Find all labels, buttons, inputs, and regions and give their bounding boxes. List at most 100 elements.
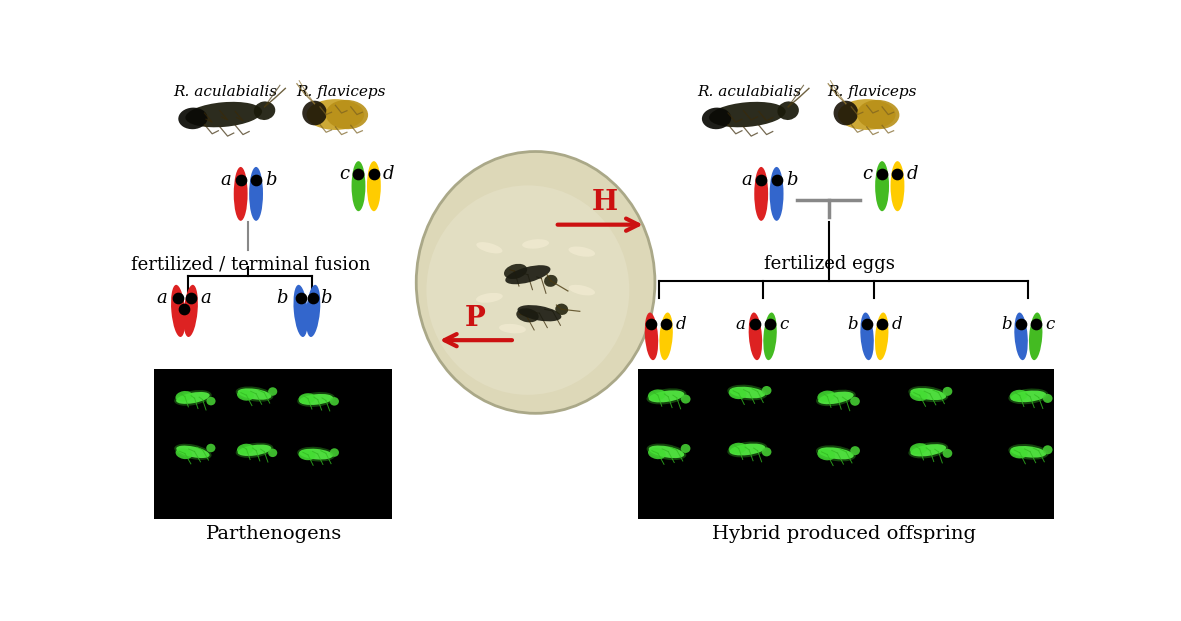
Ellipse shape: [875, 312, 888, 360]
Ellipse shape: [326, 100, 368, 129]
Ellipse shape: [818, 392, 854, 404]
Ellipse shape: [185, 102, 262, 127]
Ellipse shape: [727, 442, 768, 458]
Ellipse shape: [307, 99, 364, 130]
Ellipse shape: [1043, 445, 1052, 455]
Ellipse shape: [299, 449, 333, 460]
Ellipse shape: [329, 448, 339, 457]
Point: [175, 304, 194, 314]
Ellipse shape: [702, 107, 731, 129]
Point: [304, 293, 322, 303]
Point: [888, 169, 907, 179]
Point: [365, 169, 384, 179]
Ellipse shape: [709, 102, 785, 127]
Text: c: c: [862, 165, 873, 183]
Ellipse shape: [236, 443, 273, 458]
Ellipse shape: [234, 167, 248, 221]
Ellipse shape: [237, 443, 254, 455]
Ellipse shape: [850, 397, 860, 406]
Ellipse shape: [646, 388, 686, 404]
Ellipse shape: [659, 312, 673, 360]
Text: c: c: [339, 165, 350, 183]
Ellipse shape: [1014, 312, 1027, 360]
Ellipse shape: [207, 397, 216, 406]
Ellipse shape: [505, 265, 550, 284]
Ellipse shape: [817, 449, 835, 460]
Ellipse shape: [555, 304, 568, 315]
Ellipse shape: [817, 391, 835, 402]
Ellipse shape: [237, 388, 272, 400]
Point: [873, 169, 892, 179]
Text: R. flaviceps: R. flaviceps: [296, 84, 385, 99]
Ellipse shape: [890, 161, 905, 211]
Ellipse shape: [176, 391, 193, 402]
Ellipse shape: [729, 443, 746, 454]
Ellipse shape: [908, 386, 948, 402]
Text: a: a: [221, 171, 231, 189]
Ellipse shape: [176, 392, 210, 404]
Ellipse shape: [299, 394, 333, 405]
Ellipse shape: [249, 167, 263, 221]
Text: d: d: [907, 165, 918, 183]
Ellipse shape: [544, 275, 557, 287]
Ellipse shape: [1009, 444, 1049, 460]
Text: H: H: [592, 189, 618, 216]
Ellipse shape: [1011, 446, 1046, 458]
Ellipse shape: [516, 308, 539, 322]
Ellipse shape: [171, 285, 185, 337]
Ellipse shape: [367, 161, 380, 211]
Ellipse shape: [352, 161, 365, 211]
Text: fertilized / terminal fusion: fertilized / terminal fusion: [131, 255, 371, 273]
Text: b: b: [785, 171, 797, 189]
Ellipse shape: [763, 312, 777, 360]
Point: [657, 319, 676, 329]
Point: [292, 293, 311, 303]
Point: [169, 293, 188, 303]
Ellipse shape: [1009, 389, 1049, 404]
Ellipse shape: [850, 446, 860, 455]
Ellipse shape: [236, 386, 273, 402]
Ellipse shape: [293, 285, 308, 337]
Ellipse shape: [909, 443, 927, 455]
Point: [768, 175, 787, 185]
Point: [761, 319, 779, 329]
Ellipse shape: [568, 285, 595, 296]
Ellipse shape: [329, 397, 339, 406]
Ellipse shape: [680, 394, 691, 404]
Point: [350, 169, 368, 179]
Text: Hybrid produced offspring: Hybrid produced offspring: [712, 525, 976, 543]
Ellipse shape: [302, 101, 327, 125]
Ellipse shape: [298, 392, 335, 407]
Text: a: a: [157, 289, 168, 307]
Ellipse shape: [298, 446, 335, 461]
Ellipse shape: [176, 448, 193, 459]
Point: [642, 319, 661, 329]
Ellipse shape: [816, 389, 856, 406]
Ellipse shape: [777, 101, 798, 120]
Text: d: d: [892, 316, 902, 333]
Ellipse shape: [770, 167, 783, 221]
Text: Parthenogens: Parthenogens: [205, 525, 342, 543]
Ellipse shape: [1043, 394, 1052, 403]
Ellipse shape: [730, 443, 765, 455]
Text: c: c: [779, 316, 789, 333]
Ellipse shape: [647, 443, 686, 460]
Ellipse shape: [911, 388, 946, 400]
Ellipse shape: [178, 107, 208, 129]
Ellipse shape: [175, 444, 211, 460]
Text: a: a: [201, 289, 211, 307]
Bar: [155, 369, 392, 519]
Text: b: b: [320, 289, 332, 307]
Ellipse shape: [504, 264, 527, 279]
Text: a: a: [632, 316, 641, 333]
Ellipse shape: [837, 99, 895, 130]
Text: a: a: [742, 171, 752, 189]
Ellipse shape: [762, 447, 771, 456]
Text: fertilized eggs: fertilized eggs: [763, 255, 894, 273]
Ellipse shape: [818, 447, 854, 460]
Ellipse shape: [1010, 447, 1027, 458]
Ellipse shape: [755, 167, 768, 221]
Ellipse shape: [500, 324, 526, 333]
Ellipse shape: [299, 450, 315, 460]
Ellipse shape: [476, 242, 502, 253]
